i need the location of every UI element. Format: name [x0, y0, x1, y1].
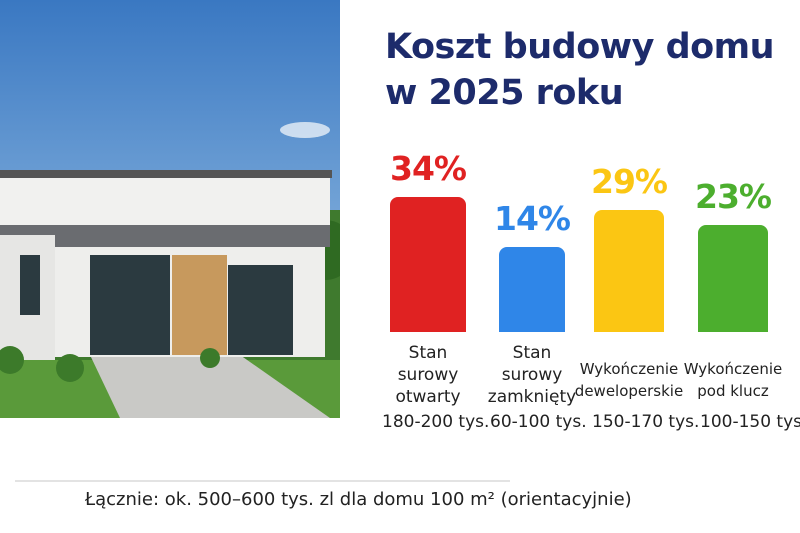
title-line-2: w 2025 roku — [385, 73, 624, 113]
value-label: 23% — [695, 176, 772, 216]
category-label: Stan surowy zamknięty — [487, 343, 577, 407]
bar-2 — [594, 209, 664, 332]
category-label: Wykończenie deweloperskie — [574, 360, 684, 400]
bar-1 — [499, 247, 565, 332]
chart-title: Koszt budowy domu w 2025 roku — [385, 24, 775, 116]
bar-3 — [698, 224, 768, 332]
cost-range-label: 180-200 tys. — [382, 412, 490, 432]
total-cost-note: Łącznie: ok. 500–600 tys. zl dla domu 10… — [85, 489, 632, 510]
title-line-1: Koszt budowy domu — [385, 27, 775, 67]
house-photo — [0, 0, 340, 418]
value-label: 34% — [390, 149, 467, 188]
category-label: Wykończenie pod klucz — [683, 360, 783, 400]
bar-0 — [390, 197, 466, 332]
bar-chart: 34% Stan surowy otwarty 180-200 tys. 14% Stan s… — [370, 140, 800, 440]
cost-range-label: 150-170 tys. — [592, 412, 700, 432]
cost-range-label: 100-150 tys. — [700, 412, 800, 432]
category-label: Stan surowy otwarty — [395, 343, 461, 407]
value-label: 29% — [591, 161, 668, 201]
value-label: 14% — [494, 199, 571, 238]
divider — [15, 480, 510, 482]
cost-range-label: 60-100 tys. — [490, 412, 587, 432]
